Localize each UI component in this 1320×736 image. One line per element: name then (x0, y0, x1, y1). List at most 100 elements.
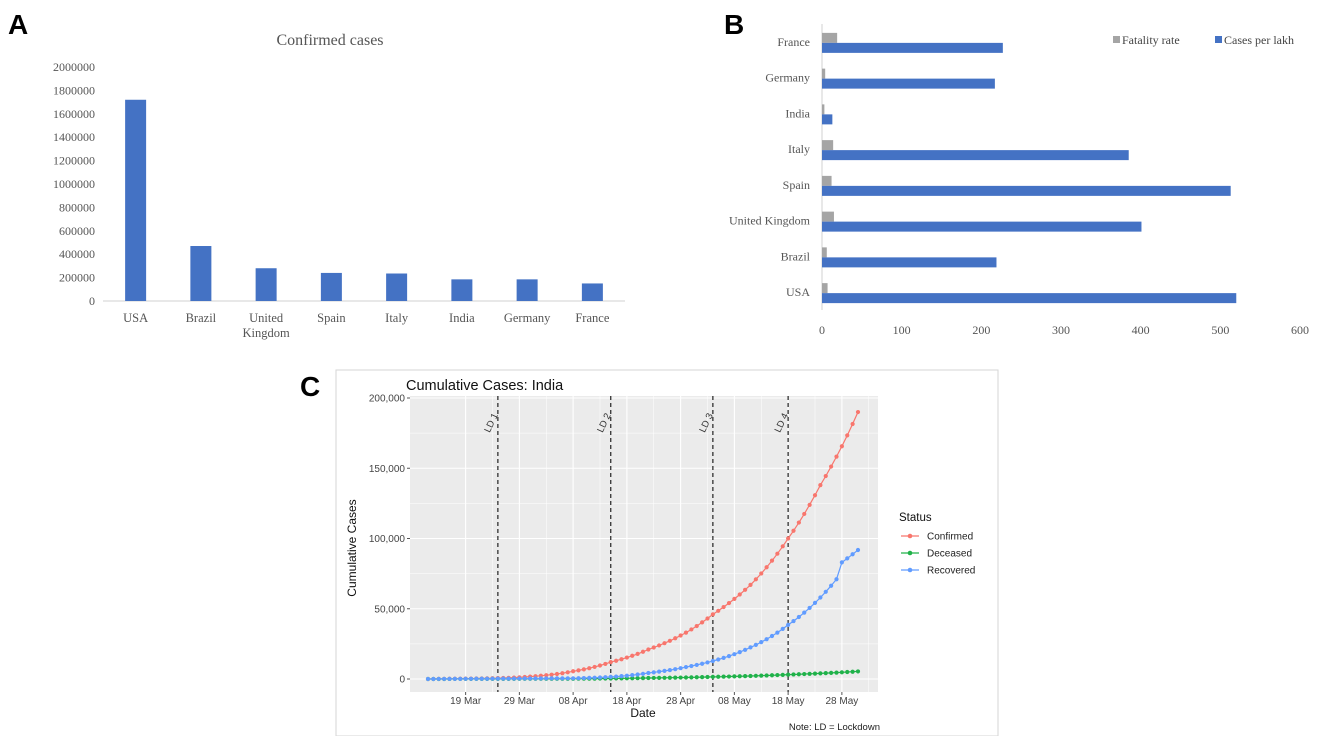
chart-c-point-confirmed (571, 669, 576, 674)
chart-c-point-deceased (635, 676, 640, 681)
chart-c-point-deceased (775, 672, 780, 678)
chart-b-y-tick: Germany (765, 71, 810, 85)
chart-c-point-confirmed (700, 620, 705, 625)
chart-a-y-tick: 1200000 (53, 154, 95, 168)
chart-c-point-recovered (796, 614, 801, 620)
chart-b-y-tick: United Kingdom (729, 214, 811, 228)
chart-c-point-recovered (442, 676, 447, 682)
chart-c-point-deceased (726, 674, 732, 679)
chart-c-point-deceased (646, 675, 651, 681)
chart-c-point-recovered (511, 676, 517, 681)
chart-c-point-deceased (667, 675, 672, 680)
chart-c-point-confirmed (603, 661, 608, 667)
chart-a-x-tick: United (249, 311, 284, 325)
chart-c-point-confirmed (689, 627, 694, 632)
chart-c-point-deceased (721, 674, 726, 679)
chart-c-point-confirmed (726, 600, 732, 606)
chart-c-y-tick: 50,000 (374, 604, 405, 615)
chart-c-point-recovered (624, 673, 629, 678)
chart-c-point-recovered (764, 637, 769, 642)
chart-c-y-axis: 0 50,000 100,000 150,000 200,000 (369, 394, 410, 686)
chart-c-point-confirmed (694, 623, 699, 629)
chart-c-point-confirmed (673, 636, 678, 641)
legend-label-fatality-rate: Fatality rate (1122, 33, 1180, 47)
chart-c-point-recovered (807, 605, 812, 611)
chart-c-point-confirmed (683, 630, 689, 635)
chart-a-x-tick: Brazil (186, 311, 217, 325)
chart-b-y-tick: USA (786, 285, 810, 299)
chart-c-point-recovered (635, 672, 640, 677)
chart-c-point-confirmed (839, 444, 844, 449)
chart-c-point-recovered (468, 676, 474, 681)
chart-c-point-confirmed (597, 663, 603, 668)
chart-c-x-tick: 18 Apr (612, 696, 642, 707)
chart-c-point-confirmed (592, 664, 597, 670)
chart-c-point-recovered (603, 675, 608, 680)
chart-c-point-confirmed (640, 649, 646, 654)
chart-c-point-recovered (592, 675, 597, 680)
chart-c-point-confirmed (834, 454, 839, 459)
chart-c-grid (410, 396, 878, 692)
chart-b-bar-fatality-rate-spain (822, 175, 832, 186)
chart-c-legend-key-dot-confirmed (907, 533, 913, 539)
chart-c-point-recovered (705, 660, 710, 665)
chart-c-point-confirmed (667, 638, 672, 643)
chart-c-point-recovered (495, 676, 500, 681)
chart-c-point-confirmed (619, 657, 624, 662)
chart-c-point-recovered (726, 653, 732, 659)
chart-c-point-recovered (458, 676, 463, 681)
chart-c-point-deceased (689, 675, 694, 680)
chart-c-point-confirmed (565, 670, 570, 675)
chart-c-y-tick: 150,000 (369, 464, 406, 475)
chart-c-point-confirmed (614, 658, 619, 663)
chart-c-point-recovered (678, 666, 683, 671)
chart-a-title: Confirmed cases (276, 32, 383, 49)
chart-b-bar-cases-per-lakh-united-kingdom (822, 221, 1142, 232)
chart-a-y-tick: 1000000 (53, 177, 95, 191)
chart-a-bar-brazil (190, 246, 212, 301)
chart-c-point-deceased (829, 670, 834, 675)
chart-c-point-recovered (447, 676, 452, 681)
chart-b-x-tick: 500 (1211, 323, 1229, 337)
chart-c-point-recovered (425, 676, 431, 682)
chart-c-point-recovered (743, 647, 748, 652)
chart-c-legend-title: Status (899, 512, 932, 524)
chart-a-bar-germany (516, 279, 538, 301)
chart-c-point-recovered (571, 676, 576, 681)
chart-c-point-deceased (732, 674, 737, 679)
chart-b-x-tick: 400 (1132, 323, 1150, 337)
chart-c-point-confirmed (796, 520, 801, 525)
chart-c-point-deceased (716, 674, 721, 679)
chart-a-y-tick: 800000 (59, 200, 95, 214)
chart-c-point-recovered (689, 663, 694, 669)
chart-c-point-recovered (850, 552, 855, 557)
chart-c-point-recovered (786, 622, 791, 628)
chart-c-point-deceased (850, 669, 855, 674)
chart-a-bar-united-kingdom (255, 268, 277, 301)
chart-a-x-tick: Kingdom (243, 326, 291, 340)
chart-a-bar-spain (320, 272, 342, 301)
chart-c-point-confirmed (823, 473, 828, 479)
chart-c-point-confirmed (678, 633, 683, 638)
chart-c: Cumulative Cases: India 0 50,000 100,000 15… (335, 369, 999, 736)
chart-c-point-confirmed (807, 502, 812, 507)
chart-c-point-confirmed (705, 616, 710, 621)
chart-c-point-recovered (549, 676, 554, 681)
chart-c-point-deceased (662, 675, 667, 680)
chart-c-point-confirmed (845, 433, 850, 438)
chart-c-point-deceased (786, 672, 791, 677)
chart-a-y-tick: 1800000 (53, 83, 95, 97)
chart-c-point-recovered (834, 577, 839, 582)
chart-c-point-confirmed (608, 660, 613, 665)
panel-label-b: B (724, 9, 744, 40)
chart-a: Confirmed cases 0 200000 400000 600000 80000… (53, 32, 625, 340)
chart-c-point-recovered (474, 676, 479, 681)
chart-c-point-recovered (608, 674, 613, 679)
chart-c-legend-label-deceased: Deceased (927, 549, 972, 560)
chart-a-x-tick: France (575, 311, 609, 325)
chart-a-x-tick: Spain (317, 311, 346, 325)
chart-c-point-recovered (565, 676, 570, 681)
chart-a-bar-usa (125, 99, 147, 301)
chart-c-point-recovered (479, 676, 484, 681)
